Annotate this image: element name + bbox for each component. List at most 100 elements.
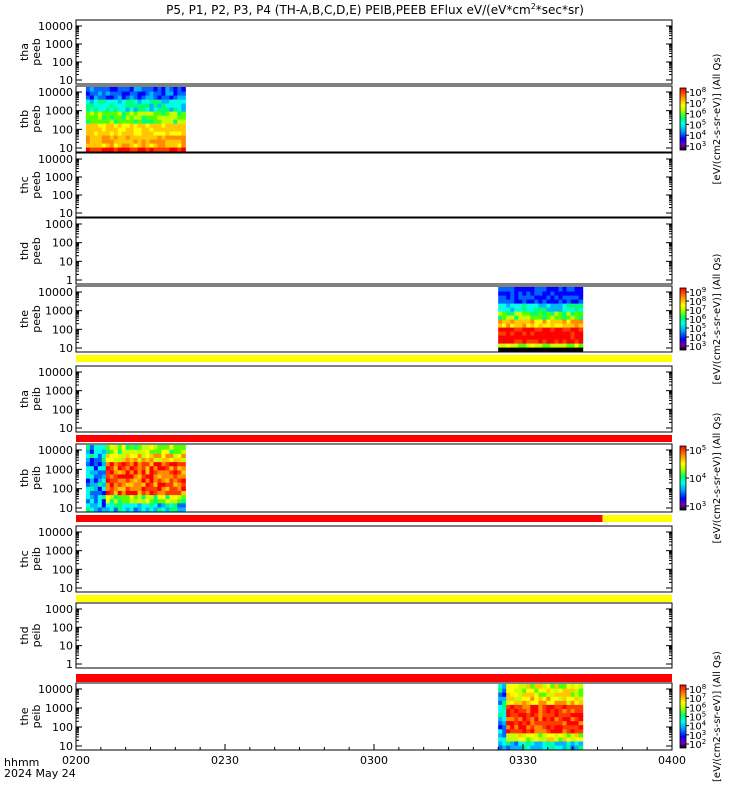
spectrogram-cell — [97, 449, 103, 454]
spectrogram-cell — [518, 315, 523, 320]
spectrogram-cell — [165, 95, 170, 100]
spectrogram-cell — [522, 696, 527, 701]
spectrogram-cell — [177, 91, 182, 96]
spectrogram-cell — [558, 736, 564, 742]
spectrogram-cell — [558, 311, 564, 316]
spectrogram-cell — [105, 457, 111, 463]
spectrogram-cell — [181, 135, 186, 140]
spectrogram-cell — [97, 494, 103, 500]
spectrogram-cell — [157, 99, 163, 104]
spectrogram-cell — [137, 469, 143, 475]
spectrogram-cell — [153, 478, 159, 483]
spectrogram-cell — [177, 99, 182, 104]
y-tick-label: 100 — [52, 621, 73, 634]
spectrogram-cell — [558, 684, 564, 689]
spectrogram-cell — [157, 494, 163, 500]
spectrogram-cell — [542, 327, 548, 332]
spectrogram-cell — [129, 498, 135, 504]
spectrogram-cell — [165, 127, 170, 132]
spectrogram-cell — [121, 445, 127, 450]
status-bar-the-peeb — [76, 355, 672, 362]
spectrogram-cell — [141, 111, 147, 116]
spectrogram-cell — [510, 343, 515, 348]
spectrogram-cell — [498, 323, 503, 328]
spectrogram-cell — [101, 486, 107, 491]
spectrogram-cell — [510, 700, 515, 705]
spectrogram-cell — [165, 482, 170, 487]
spectrogram-cell — [89, 87, 95, 92]
spectrogram-cell — [510, 684, 515, 689]
spectrogram-cell — [117, 87, 123, 92]
spectrogram-cell — [534, 736, 539, 742]
spectrogram-cell — [153, 147, 159, 152]
spectrogram-cell — [554, 315, 560, 320]
spectrogram-cell — [137, 473, 143, 479]
spectrogram-cell — [105, 461, 111, 467]
spectrogram-cell — [522, 307, 527, 312]
spectrogram-cell — [177, 111, 182, 116]
spectrogram-cell — [101, 119, 107, 124]
spectrogram-cell — [538, 299, 543, 304]
spectrogram-cell — [510, 331, 515, 336]
spectrogram-cell — [85, 498, 91, 504]
spectrogram-cell — [542, 720, 548, 726]
spectrogram-cell — [145, 143, 151, 148]
spectrogram-cell — [97, 127, 103, 132]
spectrogram-cell — [113, 91, 119, 96]
spectrogram-cell — [157, 131, 163, 136]
spectrogram-cell — [109, 103, 115, 108]
spectrogram-cell — [173, 87, 178, 92]
spectrogram-cell — [562, 740, 568, 746]
spectrogram-cell — [558, 728, 564, 734]
spectrogram-cell — [550, 339, 556, 344]
spectrogram-cell — [125, 494, 131, 500]
spectrogram-cell — [109, 473, 115, 479]
spectrogram-cell — [153, 135, 159, 140]
spectrogram-cell — [145, 473, 151, 479]
spectrogram-cell — [97, 147, 103, 152]
spectrogram-cell — [101, 506, 107, 512]
spectrogram-cell — [502, 724, 507, 730]
colorbar-tick-label: 105 — [689, 444, 706, 457]
spectrogram-cell — [181, 131, 186, 136]
spectrogram-cell — [562, 343, 568, 348]
spectrogram-cell — [109, 119, 115, 124]
spectrogram-cell — [121, 127, 127, 132]
spectrogram-cell — [165, 449, 170, 454]
spectrogram-cell — [85, 502, 91, 508]
spectrogram-cell — [177, 123, 182, 128]
spectrogram-cell — [181, 482, 186, 487]
spectrogram-cell — [570, 716, 576, 722]
y-tick-label: 1000 — [45, 305, 73, 318]
spectrogram-cell — [530, 307, 535, 312]
spectrogram-cell — [578, 724, 584, 730]
spectrogram-cell — [181, 107, 186, 112]
spectrogram-cell — [125, 498, 131, 504]
spectrogram-cell — [558, 732, 564, 738]
spectrogram-cell — [562, 299, 568, 304]
spectrogram-cell — [101, 115, 107, 120]
spectrogram-cell — [502, 736, 507, 742]
y-tick-label: 10000 — [38, 526, 73, 539]
spectrogram-cell — [133, 453, 139, 458]
spectrogram-cell — [153, 123, 159, 128]
spectrogram-cell — [105, 453, 111, 458]
spectrogram-cell — [153, 457, 159, 463]
spectrogram-cell — [514, 331, 519, 336]
spectrogram-cell — [546, 339, 552, 344]
spectrogram-cell — [125, 449, 131, 454]
spectrogram-cell — [89, 490, 95, 496]
spectrogram-cell — [542, 335, 548, 340]
spectrogram-cell — [177, 147, 182, 152]
spectrogram-cell — [145, 469, 151, 475]
spectrogram-cell — [85, 482, 91, 487]
spectrogram-cell — [137, 127, 143, 132]
spectrogram-cell — [506, 684, 511, 689]
spectrogram-cell — [522, 724, 527, 730]
spectrogram-cell — [522, 704, 527, 709]
spectrogram-cell — [538, 704, 543, 709]
spectrogram-cell — [93, 103, 99, 108]
spectrogram-cell — [546, 299, 552, 304]
spectrogram-cell — [538, 327, 543, 332]
spectrogram-cell — [137, 486, 143, 491]
